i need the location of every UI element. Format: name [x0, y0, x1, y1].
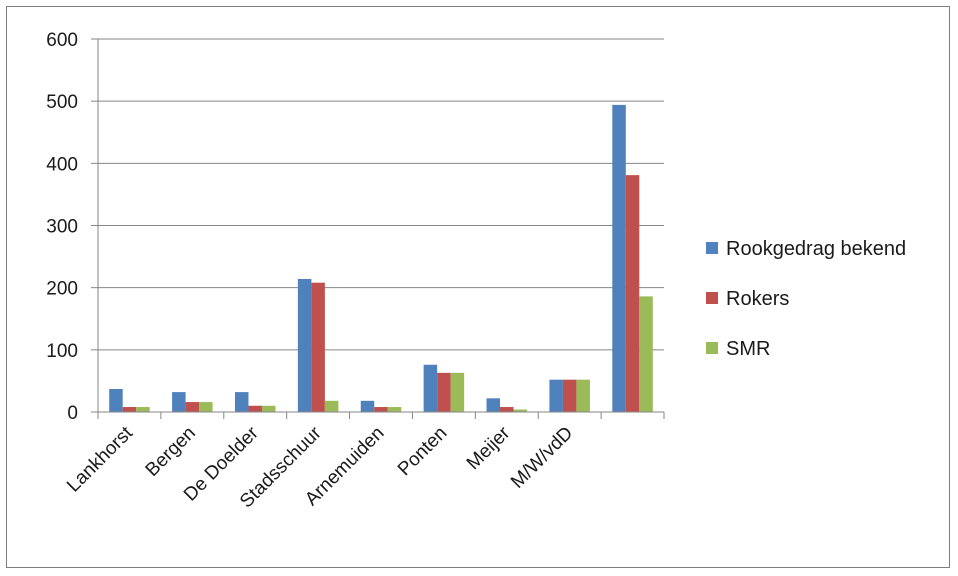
bars: [109, 104, 653, 412]
y-tick-label: 300: [46, 217, 78, 238]
bar: [486, 398, 501, 412]
bar: [199, 402, 213, 412]
legend-label: Rokers: [726, 288, 789, 310]
legend-swatch: [706, 342, 718, 354]
x-tick-label: Ponten: [394, 423, 451, 480]
bar: [639, 296, 653, 412]
bar: [500, 407, 514, 412]
bar: [185, 402, 200, 412]
x-tick-label: M/W/vdD: [507, 423, 577, 493]
bar: [549, 379, 563, 412]
bar: [625, 175, 640, 412]
bar: [297, 278, 312, 412]
bar: [562, 379, 577, 412]
bar: [261, 405, 276, 412]
bar: [423, 364, 438, 412]
bar: [437, 372, 451, 412]
bar: [136, 407, 150, 412]
bar: [612, 104, 626, 412]
x-tick-label: Lankhorst: [63, 422, 137, 496]
chart-frame: [6, 6, 950, 568]
x-tick-label: Bergen: [142, 423, 200, 481]
y-tick-label: 500: [46, 92, 78, 113]
bar: [122, 407, 137, 412]
y-tick-label: 400: [46, 154, 78, 175]
legend-label: Rookgedrag bekend: [726, 238, 906, 260]
bar: [109, 388, 123, 412]
bar: [360, 400, 375, 412]
gridlines: [98, 38, 664, 351]
bar: [234, 392, 249, 412]
bar: [513, 409, 528, 412]
bar: [324, 400, 339, 412]
axes: [91, 38, 665, 419]
bar: [311, 282, 325, 412]
bar: [450, 372, 465, 412]
legend-swatch: [706, 242, 718, 254]
x-tick-label: Meijer: [463, 422, 515, 474]
y-tick-label: 200: [46, 279, 78, 300]
bar: [248, 405, 262, 412]
y-tick-label: 100: [46, 341, 78, 362]
y-tick-label: 0: [67, 403, 78, 424]
bar: [374, 407, 388, 412]
legend-swatch: [706, 292, 718, 304]
legend: Rookgedrag bekend Rokers SMR: [706, 238, 906, 360]
y-tick-label: 600: [46, 30, 78, 51]
bar: [172, 392, 186, 412]
legend-label: SMR: [726, 338, 770, 360]
bar: [387, 407, 402, 412]
bar: [576, 379, 590, 412]
